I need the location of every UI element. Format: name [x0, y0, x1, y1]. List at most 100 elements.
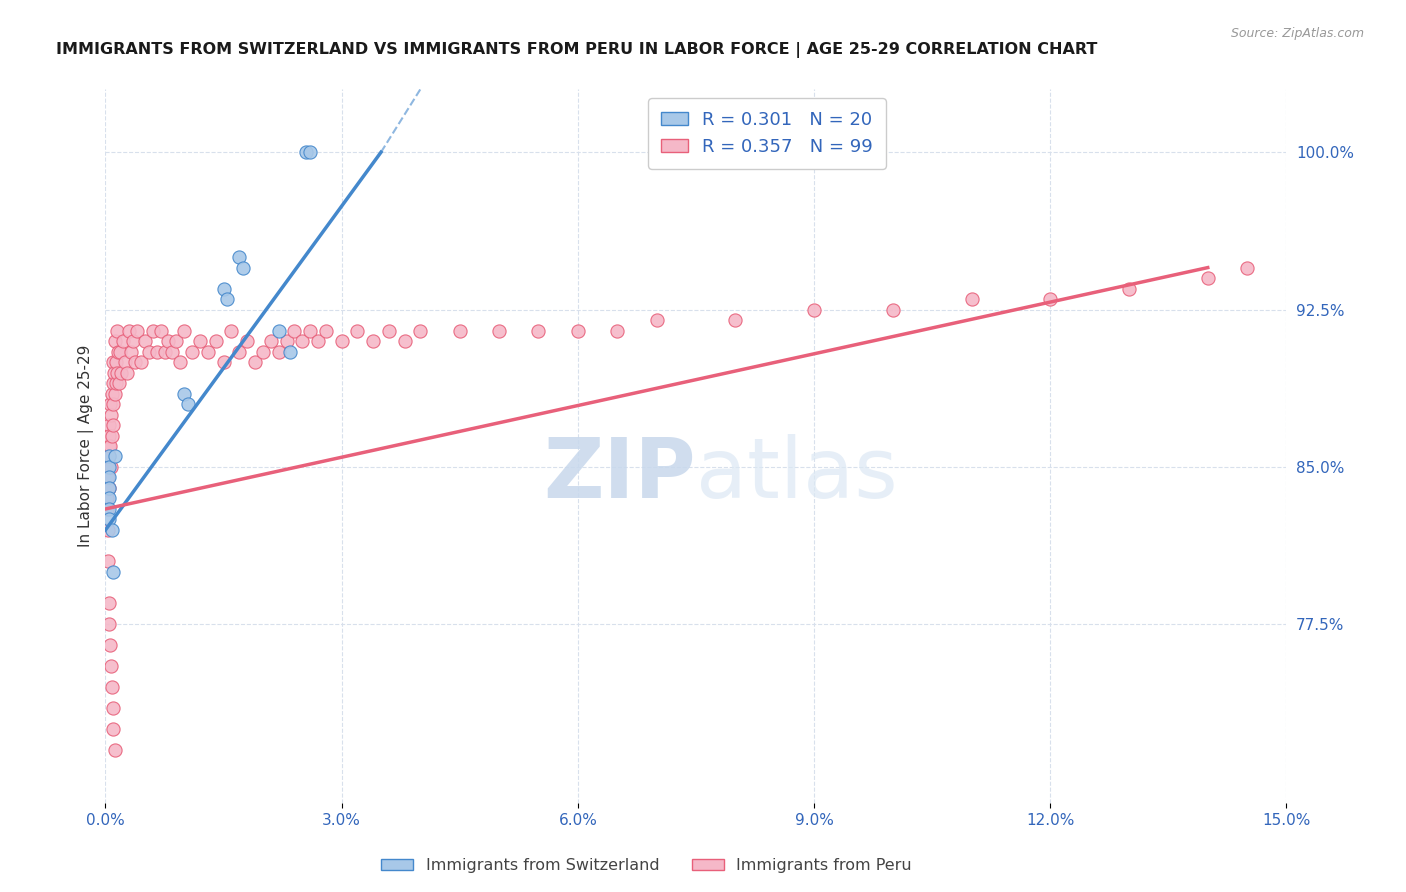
Point	[118, 324, 141, 338]
Point	[108, 344, 131, 359]
Point	[98, 502, 121, 516]
Point	[307, 334, 329, 348]
Point	[104, 450, 127, 464]
Point	[882, 302, 904, 317]
Point	[177, 397, 200, 411]
Point	[165, 334, 187, 348]
Text: IMMIGRANTS FROM SWITZERLAND VS IMMIGRANTS FROM PERU IN LABOR FORCE | AGE 25-29 C: IMMIGRANTS FROM SWITZERLAND VS IMMIGRANT…	[56, 42, 1098, 58]
Point	[330, 334, 353, 348]
Point	[803, 302, 825, 317]
Point	[252, 344, 274, 359]
Point	[260, 334, 283, 348]
Point	[98, 450, 121, 464]
Point	[100, 659, 122, 673]
Point	[124, 355, 146, 369]
Point	[100, 386, 122, 401]
Point	[104, 386, 127, 401]
Point	[101, 701, 124, 715]
Point	[197, 344, 219, 359]
Point	[188, 334, 211, 348]
Point	[1197, 271, 1219, 285]
Point	[98, 491, 121, 506]
Point	[97, 450, 120, 464]
Point	[724, 313, 747, 327]
Point	[142, 324, 165, 338]
Point	[173, 386, 195, 401]
Point	[100, 523, 122, 537]
Point	[567, 324, 589, 338]
Point	[299, 145, 322, 160]
Legend: Immigrants from Switzerland, Immigrants from Peru: Immigrants from Switzerland, Immigrants …	[375, 852, 918, 880]
Point	[111, 334, 134, 348]
Point	[169, 355, 191, 369]
Point	[98, 417, 121, 432]
Point	[361, 334, 384, 348]
Point	[100, 460, 122, 475]
Point	[110, 366, 132, 380]
Point	[98, 439, 121, 453]
Point	[606, 324, 628, 338]
Point	[101, 376, 124, 390]
Point	[103, 723, 125, 737]
Point	[291, 334, 314, 348]
Point	[157, 334, 180, 348]
Text: ZIP: ZIP	[544, 434, 696, 515]
Point	[1039, 292, 1062, 306]
Point	[103, 397, 125, 411]
Point	[104, 743, 127, 757]
Point	[228, 344, 250, 359]
Point	[232, 260, 254, 275]
Point	[153, 344, 176, 359]
Point	[212, 282, 235, 296]
Point	[101, 417, 124, 432]
Point	[98, 428, 121, 442]
Point	[228, 250, 250, 264]
Point	[98, 460, 121, 475]
Point	[162, 344, 184, 359]
Point	[276, 334, 298, 348]
Point	[960, 292, 983, 306]
Point	[138, 344, 160, 359]
Point	[103, 565, 125, 579]
Point	[394, 334, 416, 348]
Point	[243, 355, 266, 369]
Point	[204, 334, 226, 348]
Point	[96, 481, 118, 495]
Y-axis label: In Labor Force | Age 25-29: In Labor Force | Age 25-29	[79, 345, 94, 547]
Point	[449, 324, 471, 338]
Point	[105, 324, 128, 338]
Point	[103, 355, 125, 369]
Point	[98, 470, 121, 484]
Point	[1236, 260, 1258, 275]
Point	[98, 397, 121, 411]
Point	[221, 324, 243, 338]
Point	[125, 324, 148, 338]
Point	[346, 324, 368, 338]
Point	[409, 324, 432, 338]
Point	[104, 355, 127, 369]
Point	[134, 334, 156, 348]
Point	[267, 324, 290, 338]
Point	[97, 470, 120, 484]
Point	[299, 324, 322, 338]
Point	[97, 554, 120, 568]
Point	[295, 145, 318, 160]
Point	[267, 344, 290, 359]
Point	[100, 408, 122, 422]
Point	[315, 324, 337, 338]
Point	[149, 324, 172, 338]
Point	[96, 502, 118, 516]
Point	[98, 639, 121, 653]
Point	[98, 481, 121, 495]
Point	[97, 596, 120, 610]
Point	[217, 292, 239, 306]
Point	[117, 366, 139, 380]
Point	[103, 366, 125, 380]
Point	[283, 324, 305, 338]
Point	[98, 617, 121, 632]
Point	[145, 344, 167, 359]
Point	[98, 512, 121, 526]
Point	[114, 355, 136, 369]
Point	[105, 366, 128, 380]
Point	[378, 324, 401, 338]
